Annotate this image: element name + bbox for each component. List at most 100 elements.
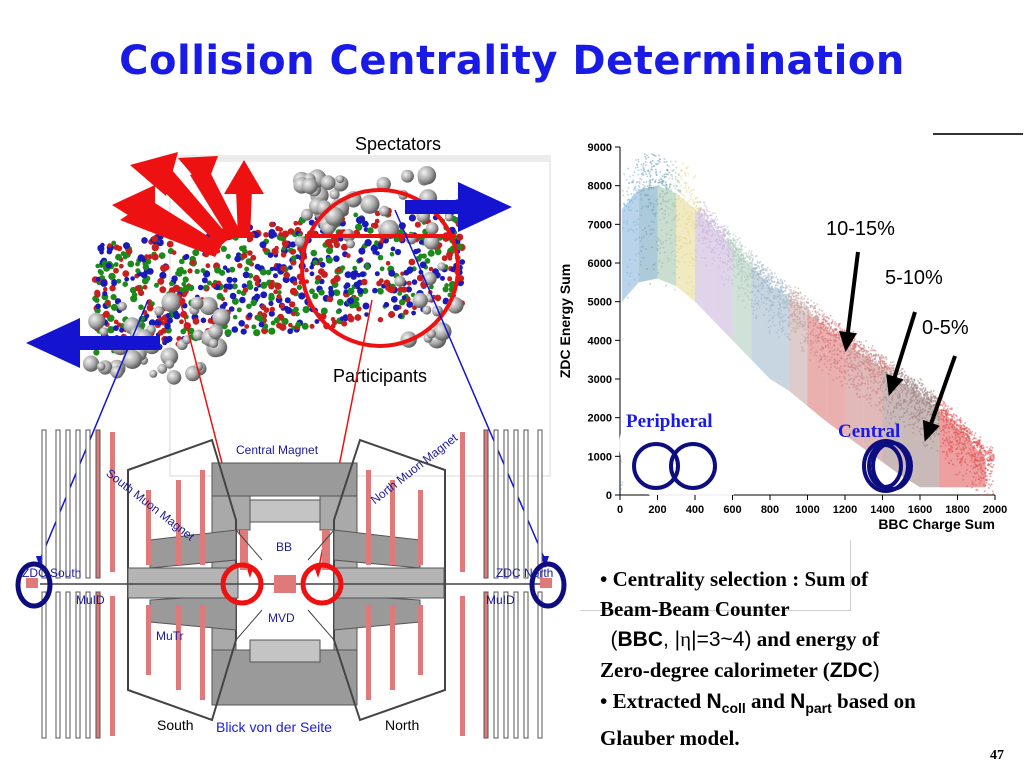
density-point xyxy=(924,389,926,391)
density-point xyxy=(641,174,644,176)
density-point xyxy=(839,327,841,329)
density-point xyxy=(767,279,769,282)
density-point xyxy=(880,355,883,357)
density-point xyxy=(647,170,649,172)
density-point xyxy=(767,276,769,279)
density-point xyxy=(761,264,763,266)
density-point xyxy=(770,285,773,288)
density-point xyxy=(854,343,856,346)
density-point xyxy=(911,380,913,382)
density-point xyxy=(789,296,792,298)
density-point xyxy=(942,400,944,403)
nucleon xyxy=(281,240,289,248)
density-point xyxy=(637,188,639,191)
nucleon xyxy=(312,293,319,300)
density-point xyxy=(989,470,992,472)
density-point xyxy=(874,362,877,364)
nucleon xyxy=(225,253,231,259)
density-point xyxy=(966,436,969,438)
density-point xyxy=(901,381,903,383)
nucleon xyxy=(130,295,138,303)
density-point xyxy=(699,210,701,213)
density-point xyxy=(816,316,819,319)
density-point xyxy=(638,182,641,185)
nucleon xyxy=(105,262,112,269)
nucleon xyxy=(278,227,283,232)
nucleon xyxy=(354,296,360,302)
density-point xyxy=(720,233,723,236)
density-point xyxy=(947,414,949,416)
density-point xyxy=(694,201,696,203)
density-point xyxy=(648,186,650,189)
density-point xyxy=(870,354,873,357)
nucleon xyxy=(339,316,345,321)
nucleon xyxy=(278,232,283,237)
density-point xyxy=(732,233,735,236)
density-point xyxy=(738,252,740,254)
muid-south-plate xyxy=(85,429,91,579)
nucleon xyxy=(390,246,396,252)
muid-south-label: MuID xyxy=(76,593,105,607)
density-point xyxy=(920,382,923,385)
spectator-nucleon xyxy=(376,176,391,192)
nucleon xyxy=(361,220,369,228)
density-point xyxy=(783,290,786,293)
density-point xyxy=(680,177,683,180)
nucleon xyxy=(377,317,384,323)
density-point xyxy=(989,449,991,452)
density-point xyxy=(778,290,780,293)
density-point xyxy=(967,428,970,430)
x-tick-label: 0 xyxy=(617,504,623,516)
density-point xyxy=(743,258,745,260)
centrality-band xyxy=(695,208,714,321)
density-point xyxy=(751,262,754,264)
density-point xyxy=(982,447,985,449)
density-point xyxy=(976,441,978,443)
density-point xyxy=(627,167,629,170)
density-point xyxy=(944,410,946,412)
density-point xyxy=(674,187,677,190)
nucleon xyxy=(336,298,344,306)
density-point xyxy=(716,226,719,229)
density-point xyxy=(933,404,935,407)
density-point xyxy=(816,303,818,305)
nucleon xyxy=(411,279,418,285)
density-point xyxy=(655,168,657,171)
nucleon xyxy=(372,222,379,229)
density-point xyxy=(730,240,732,242)
density-point xyxy=(967,435,969,437)
density-point xyxy=(945,410,948,413)
density-point xyxy=(676,180,679,183)
density-point xyxy=(700,212,703,215)
spectator-nucleon xyxy=(394,275,406,287)
density-point xyxy=(830,326,832,328)
density-point xyxy=(732,246,735,248)
nucleon xyxy=(259,241,267,249)
density-point xyxy=(982,449,985,452)
y-tick-label: 7000 xyxy=(588,219,612,231)
nucleon xyxy=(397,291,403,296)
density-point xyxy=(773,281,776,283)
density-point xyxy=(765,269,768,271)
density-point xyxy=(803,304,806,307)
density-point xyxy=(973,445,976,447)
density-point xyxy=(795,294,797,297)
centrality-band xyxy=(638,185,658,283)
spectator-nucleon xyxy=(185,365,201,382)
density-point xyxy=(779,279,782,282)
density-point xyxy=(940,399,943,401)
density-point xyxy=(627,296,629,299)
density-point xyxy=(696,207,698,210)
density-point xyxy=(678,173,680,176)
density-point xyxy=(885,356,887,359)
density-point xyxy=(801,306,803,309)
density-point xyxy=(942,403,945,405)
density-point xyxy=(769,282,771,285)
density-point xyxy=(626,190,628,193)
nucleon xyxy=(377,287,383,293)
density-point xyxy=(797,292,800,295)
nucleon xyxy=(116,278,122,284)
density-point xyxy=(697,211,700,213)
nucleon xyxy=(377,254,384,261)
density-point xyxy=(714,221,717,224)
